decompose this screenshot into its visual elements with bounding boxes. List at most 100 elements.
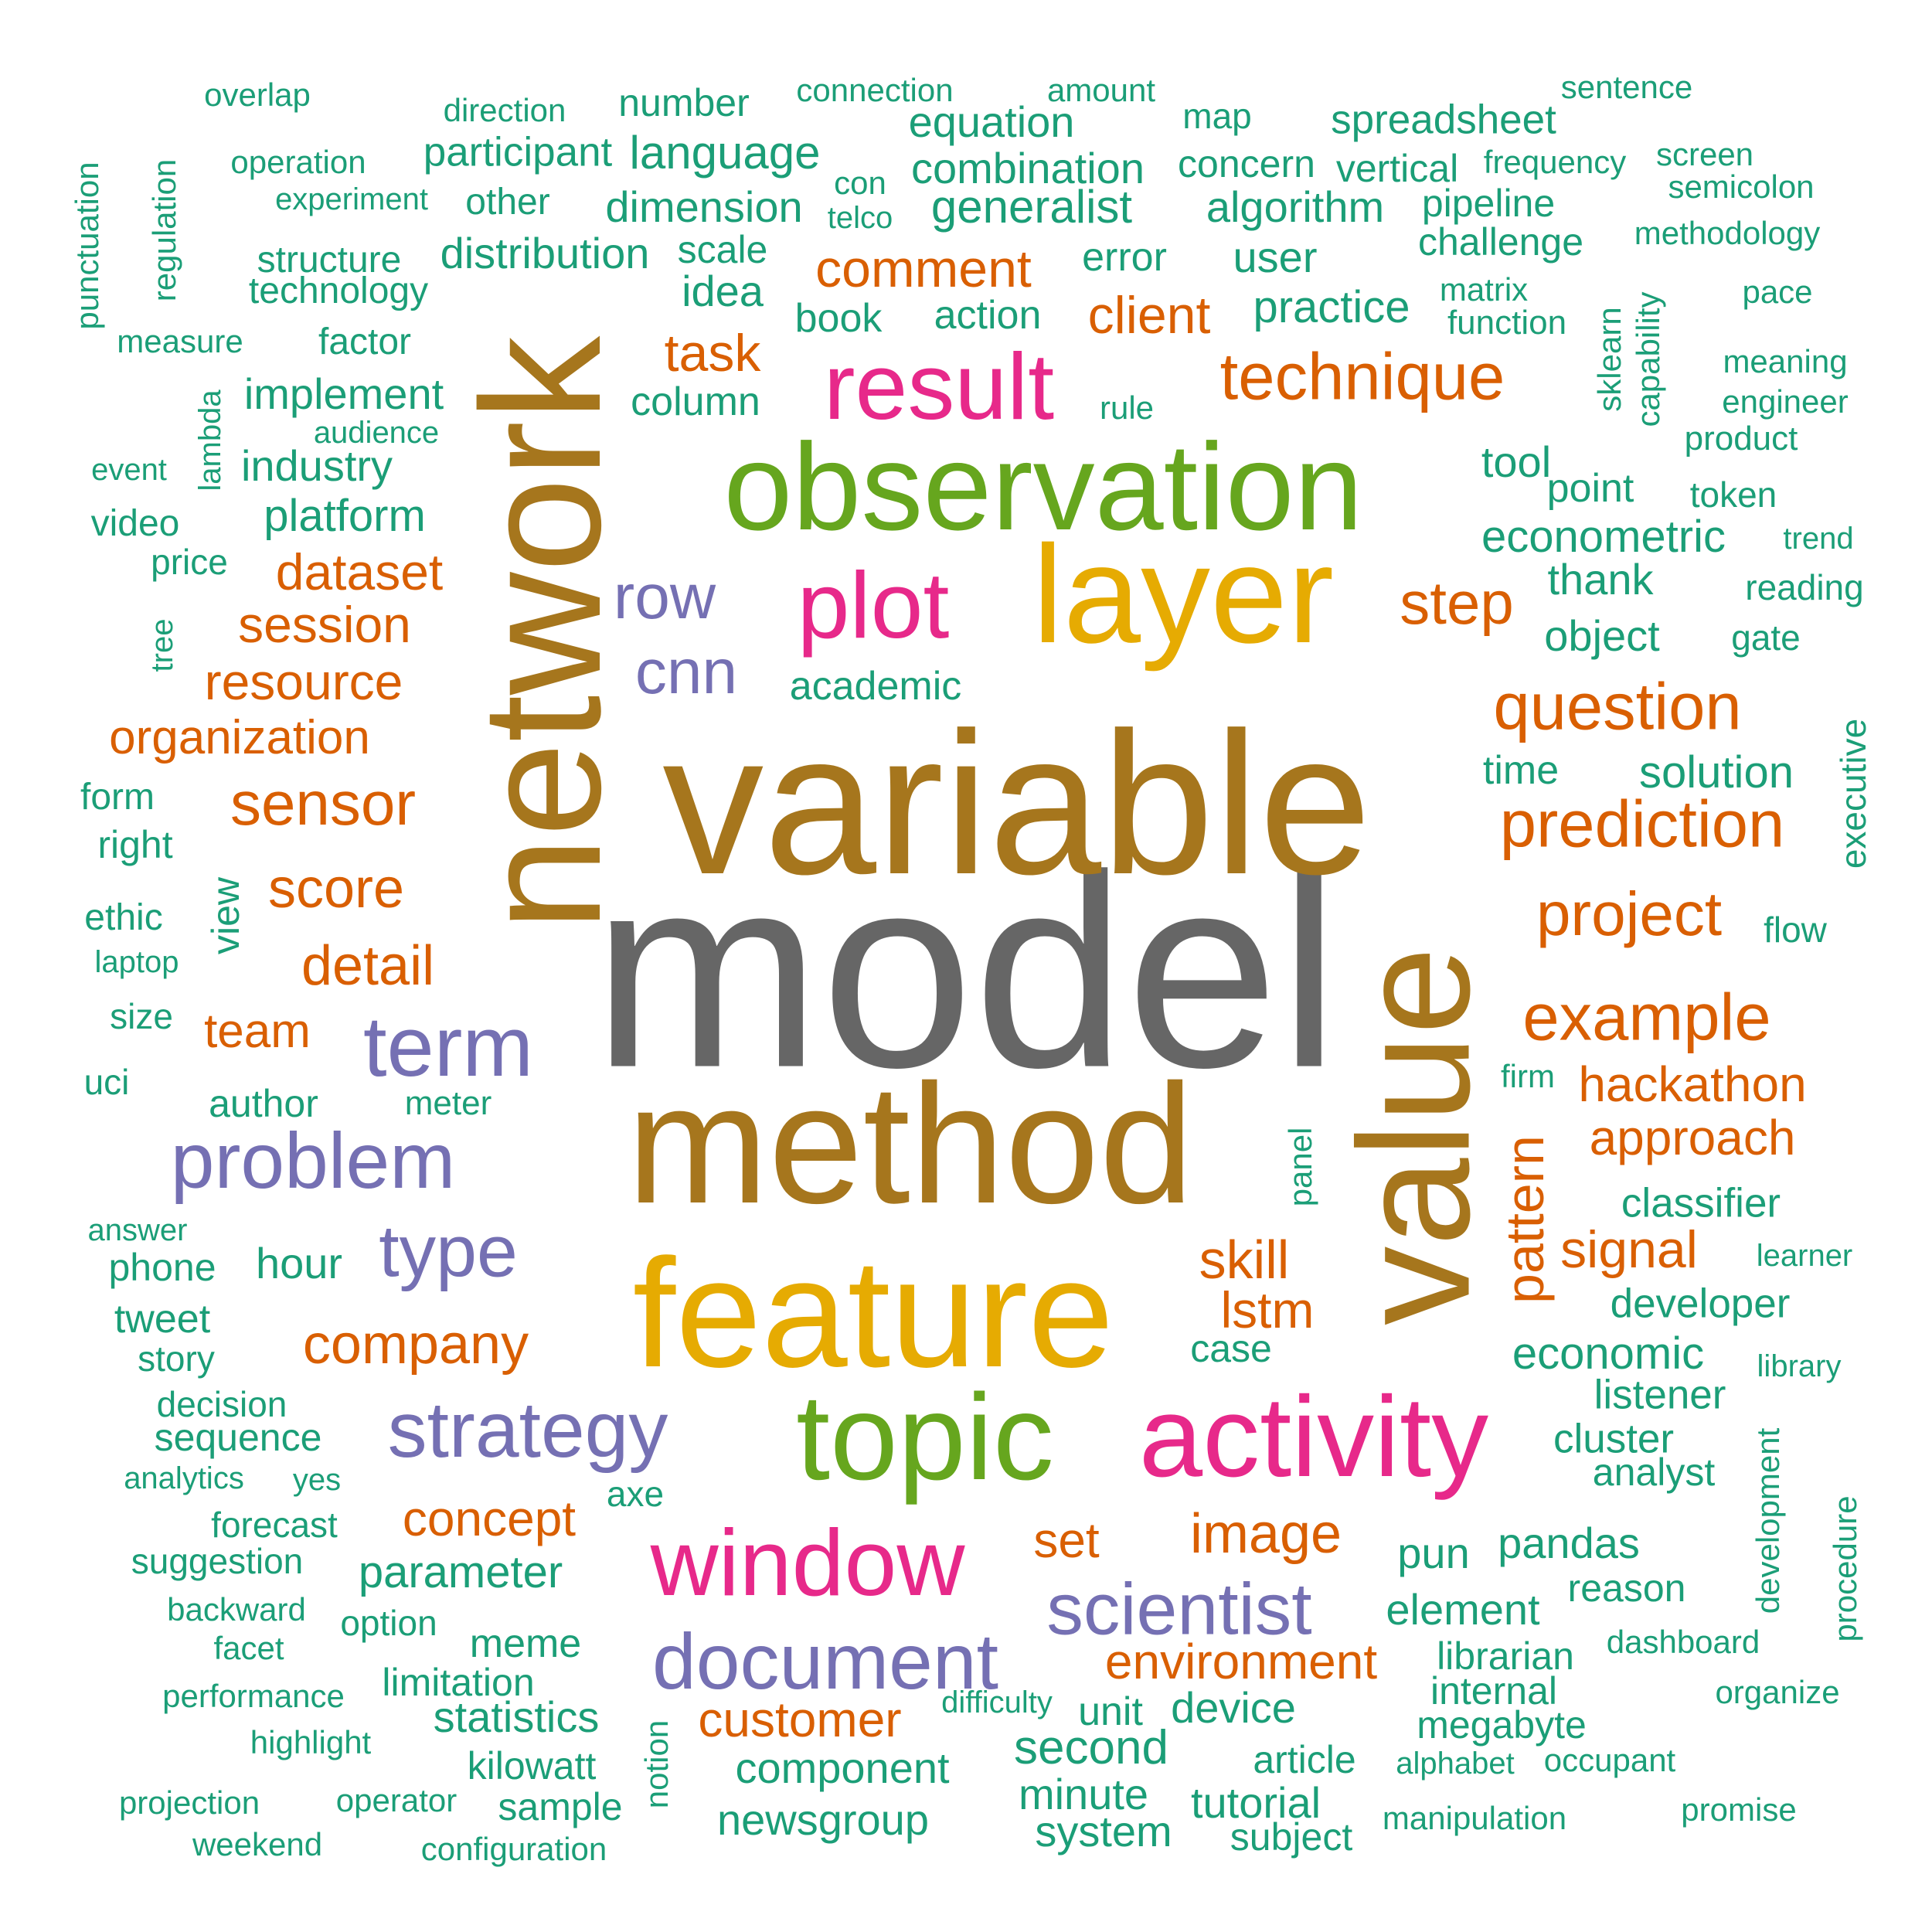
word-set: set [1033,1512,1100,1568]
word-ethic: ethic [84,897,163,938]
word-librarian: librarian [1437,1634,1574,1678]
word-firm: firm [1501,1058,1555,1094]
word-action: action [934,293,1042,338]
word-price: price [151,542,228,582]
word-sentence: sentence [1560,69,1693,105]
word-type: type [379,1210,518,1293]
word-notion: notion [638,1719,675,1809]
word-element: element [1386,1585,1540,1634]
word-operation: operation [230,144,366,180]
word-rule: rule [1099,389,1155,426]
word-industry: industry [240,441,393,490]
word-function: function [1447,304,1567,342]
word-frequency: frequency [1483,144,1627,180]
word-learner: learner [1756,1239,1853,1273]
word-challenge: challenge [1417,220,1584,264]
word-book: book [794,296,883,341]
word-axe: axe [606,1474,665,1514]
word-language: language [629,127,821,179]
word-value: value [1325,946,1503,1326]
word-analytics: analytics [124,1461,244,1495]
word-point: point [1546,466,1634,511]
word-tool: tool [1481,437,1552,486]
word-lstm: lstm [1220,1281,1315,1338]
word-reading: reading [1745,567,1864,607]
word-listener: listener [1594,1372,1726,1418]
word-developer: developer [1610,1281,1791,1327]
word-dashboard: dashboard [1606,1624,1760,1660]
word-technique: technique [1219,340,1505,414]
word-tutorial: tutorial [1190,1778,1321,1827]
word-panel: panel [1282,1127,1318,1207]
word-question: question [1493,670,1742,744]
word-organization: organization [109,711,370,764]
word-operator: operator [335,1782,457,1818]
word-pipeline: pipeline [1421,182,1556,225]
word-story: story [138,1338,215,1379]
word-pattern: pattern [1495,1135,1555,1304]
word-column: column [631,379,760,424]
word-prediction: prediction [1499,787,1785,862]
word-comment: comment [815,240,1032,298]
word-backward: backward [167,1591,306,1628]
word-methodology: methodology [1634,215,1821,251]
word-configuration: configuration [420,1831,607,1867]
word-internal: internal [1430,1669,1557,1713]
word-econometric: econometric [1481,512,1726,562]
word-device: device [1171,1683,1296,1732]
word-pandas: pandas [1498,1519,1640,1567]
word-amount: amount [1046,72,1156,108]
word-occupant: occupant [1543,1742,1676,1778]
word-suggestion: suggestion [131,1541,304,1581]
word-meme: meme [469,1621,582,1666]
word-connection: connection [796,72,954,108]
word-newsgroup: newsgroup [717,1795,929,1844]
word-con: con [834,165,886,201]
word-activity: activity [1138,1373,1489,1501]
word-kilowatt: kilowatt [467,1744,597,1787]
word-document: document [652,1617,998,1706]
word-facet: facet [213,1630,284,1666]
word-second: second [1014,1721,1168,1774]
word-skill: skill [1199,1230,1290,1290]
word-result: result [823,334,1055,439]
word-uci: uci [83,1062,130,1102]
word-team: team [204,1005,311,1058]
word-token: token [1689,474,1777,515]
word-weekend: weekend [192,1826,323,1862]
word-network: network [446,335,636,932]
word-overlap: overlap [204,77,311,113]
word-pace: pace [1742,274,1813,310]
word-megabyte: megabyte [1417,1703,1587,1747]
word-score: score [267,858,405,920]
word-implement: implement [243,369,444,418]
word-meaning: meaning [1723,343,1848,379]
word-concept: concept [402,1491,577,1546]
word-procedure: procedure [1827,1495,1863,1642]
word-concern: concern [1178,142,1315,185]
word-cluster: cluster [1553,1416,1675,1462]
word-video: video [90,503,180,544]
word-object: object [1544,611,1660,660]
word-performance: performance [162,1678,345,1714]
word-limitation: limitation [382,1661,535,1704]
word-sample: sample [498,1785,623,1828]
word-variable: variable [662,690,1372,917]
word-yes: yes [292,1463,342,1497]
word-minute: minute [1018,1770,1149,1818]
word-trend: trend [1783,522,1854,556]
word-task: task [664,324,761,383]
word-feature: feature [632,1227,1114,1400]
word-distribution: distribution [440,229,650,277]
word-size: size [110,996,173,1036]
word-customer: customer [698,1692,902,1747]
word-projection: projection [118,1784,260,1821]
word-cnn: cnn [634,637,738,707]
word-form: form [80,777,155,818]
word-step: step [1400,569,1514,637]
word-technology: technology [248,270,429,311]
word-thank: thank [1547,555,1654,604]
word-audience: audience [313,416,440,450]
word-dataset: dataset [275,543,444,600]
